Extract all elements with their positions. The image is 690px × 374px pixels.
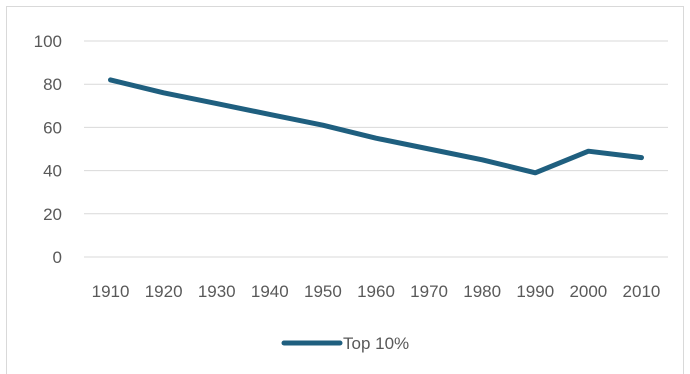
legend: Top 10%: [281, 334, 409, 353]
x-tick-label: 1940: [251, 282, 289, 301]
y-tick-label: 0: [53, 248, 62, 267]
x-tick-label: 1990: [516, 282, 554, 301]
y-tick-label: 20: [43, 205, 62, 224]
x-axis-tick-labels: 1910 1920 1930 1940 1950 1960 1970 1980 1990 2000…: [92, 282, 661, 301]
legend-label: Top 10%: [343, 334, 409, 353]
x-tick-label: 1970: [410, 282, 448, 301]
x-tick-label: 1920: [145, 282, 183, 301]
x-tick-label: 1950: [304, 282, 342, 301]
x-tick-label: 1930: [198, 282, 236, 301]
gridlines: [84, 40, 668, 258]
x-tick-label: 2010: [623, 282, 661, 301]
x-tick-label: 1910: [92, 282, 130, 301]
y-tick-label: 60: [43, 118, 62, 137]
series-line-0: [108, 77, 644, 176]
y-tick-label: 80: [43, 75, 62, 94]
y-axis-tick-labels: 0 20 40 60 80 100: [34, 32, 62, 267]
y-tick-label: 100: [34, 32, 62, 51]
y-tick-label: 40: [43, 162, 62, 181]
chart-frame: [6, 6, 684, 374]
x-tick-label: 2000: [569, 282, 607, 301]
series-lines: [108, 77, 644, 176]
x-tick-label: 1980: [463, 282, 501, 301]
x-tick-label: 1960: [357, 282, 395, 301]
